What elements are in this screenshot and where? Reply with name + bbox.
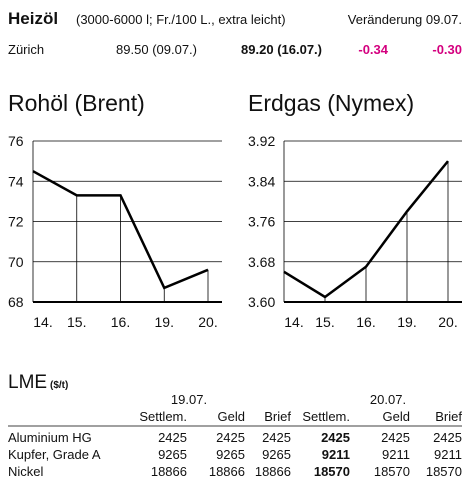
y-tick-label: 76 xyxy=(8,133,24,149)
y-tick-label: 3.68 xyxy=(248,254,275,270)
date-header: 19.07. xyxy=(171,392,207,407)
row-label: Nickel xyxy=(8,464,44,479)
y-tick-label: 68 xyxy=(8,294,24,310)
old-price: 89.50 (09.07.) xyxy=(116,42,197,57)
cell: 9211 xyxy=(382,447,410,462)
change: -0.30 xyxy=(432,42,462,57)
cell: 2425 xyxy=(216,430,245,445)
x-tick-label: 15. xyxy=(67,314,86,330)
y-tick-label: 70 xyxy=(8,254,24,270)
lme-unit: ($/t) xyxy=(50,380,68,391)
cell: 18866 xyxy=(255,464,291,479)
cell: 18570 xyxy=(314,464,350,479)
column-header: Brief xyxy=(435,409,462,424)
x-tick-label: 16. xyxy=(356,314,375,330)
cell: 18866 xyxy=(151,464,187,479)
change: -0.34 xyxy=(358,42,388,57)
x-tick-label: 16. xyxy=(111,314,130,330)
heizoel-note: (3000-6000 l; Fr./100 L., extra leicht) xyxy=(76,12,286,27)
chart-title: Erdgas (Nymex) xyxy=(248,90,414,116)
cell: 9265 xyxy=(158,447,187,462)
column-header: Settlem. xyxy=(139,409,187,424)
location: Zürich xyxy=(8,42,44,57)
new-price: 89.20 (16.07.) xyxy=(241,42,322,57)
column-header: Settlem. xyxy=(302,409,350,424)
y-tick-label: 74 xyxy=(8,173,24,189)
cell: 18866 xyxy=(209,464,245,479)
cell: 2425 xyxy=(321,430,350,445)
x-tick-label: 14. xyxy=(33,314,52,330)
cell: 9211 xyxy=(434,447,462,462)
x-tick-label: 19. xyxy=(397,314,416,330)
y-tick-label: 3.60 xyxy=(248,294,275,310)
y-tick-label: 3.92 xyxy=(248,133,275,149)
y-tick-label: 3.84 xyxy=(248,173,275,189)
cell: 2425 xyxy=(381,430,410,445)
heizoel-title: Heizöl xyxy=(8,9,58,28)
row-label: Kupfer, Grade A xyxy=(8,447,101,462)
cell: 2425 xyxy=(158,430,187,445)
column-header: Geld xyxy=(383,409,410,424)
x-tick-label: 15. xyxy=(315,314,334,330)
chart-title: Rohöl (Brent) xyxy=(8,90,145,116)
cell: 18570 xyxy=(426,464,462,479)
column-header: Geld xyxy=(218,409,245,424)
cell: 18570 xyxy=(374,464,410,479)
cell: 2425 xyxy=(262,430,291,445)
x-tick-label: 19. xyxy=(155,314,174,330)
data-line xyxy=(32,170,209,290)
cell: 9211 xyxy=(322,447,350,462)
change-header: Veränderung 09.07. xyxy=(348,12,462,27)
y-tick-label: 72 xyxy=(8,214,24,230)
column-header: Brief xyxy=(264,409,291,424)
x-tick-label: 20. xyxy=(198,314,217,330)
date-header: 20.07. xyxy=(370,392,406,407)
row-label: Aluminium HG xyxy=(8,430,92,445)
lme-title: LME xyxy=(8,372,47,393)
x-tick-label: 14. xyxy=(284,314,303,330)
y-tick-label: 3.76 xyxy=(248,214,275,230)
x-tick-label: 20. xyxy=(438,314,457,330)
data-line xyxy=(283,160,449,299)
cell: 9265 xyxy=(216,447,245,462)
cell: 2425 xyxy=(433,430,462,445)
cell: 9265 xyxy=(262,447,291,462)
